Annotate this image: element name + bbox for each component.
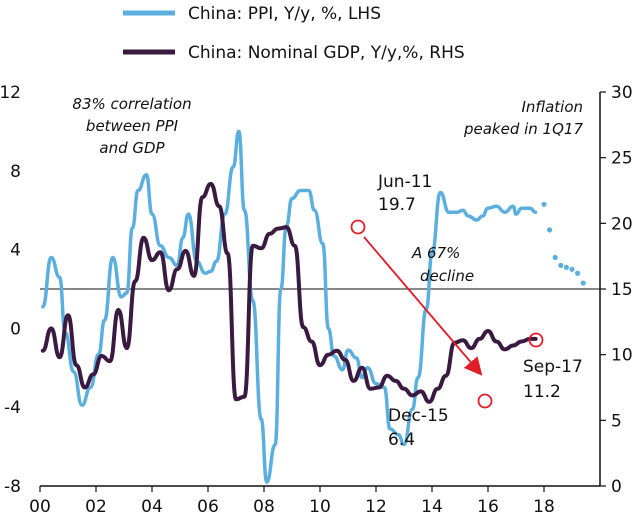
ppi-projection-point (580, 280, 586, 286)
decline-note-line-2: decline (420, 267, 474, 285)
series-layer (40, 129, 586, 484)
y-right-axis-ticks: 30 25 20 15 10 5 0 (600, 83, 633, 497)
ppi-projection-point (569, 266, 575, 272)
y-right-tick-label: 25 (611, 149, 633, 169)
x-tick-label: 02 (85, 497, 107, 517)
dec15-value-label: 6.4 (388, 430, 415, 450)
sep17-value-label: 11.2 (523, 382, 561, 402)
ppi-projection-point (575, 270, 581, 276)
jun11-date-label: Jun-11 (377, 172, 432, 192)
ppi-projection-point (558, 262, 564, 268)
x-tick-label: 18 (533, 497, 555, 517)
y-left-axis-ticks: 12 8 4 0 -4 -8 (0, 83, 21, 497)
jun11-value-label: 19.7 (378, 195, 416, 215)
ppi-projection-point (547, 227, 553, 233)
y-right-tick-label: 0 (611, 477, 622, 497)
y-left-tick-label: -8 (4, 477, 21, 497)
y-left-tick-label: -4 (4, 398, 21, 418)
x-tick-label: 06 (197, 497, 219, 517)
ppi-projection-point (541, 201, 547, 207)
legend-label-ppi: China: PPI, Y/y, %, LHS (188, 4, 381, 24)
ppi-projection-point (563, 264, 570, 270)
x-tick-label: 10 (309, 497, 331, 517)
x-axis-ticks: 00 02 04 06 08 10 12 14 16 18 (29, 486, 555, 517)
legend-label-gdp: China: Nominal GDP, Y/y,%, RHS (188, 43, 465, 63)
sep17-date-label: Sep-17 (523, 357, 583, 377)
y-left-tick-label: 0 (10, 319, 21, 339)
x-tick-label: 04 (141, 497, 163, 517)
y-left-tick-label: 8 (10, 162, 21, 182)
x-tick-label: 00 (29, 497, 51, 517)
x-tick-label: 08 (253, 497, 275, 517)
inflation-note-line-2: peaked in 1Q17 (463, 120, 583, 138)
inflation-note-line-1: Inflation (521, 98, 583, 116)
dec15-date-label: Dec-15 (388, 406, 449, 426)
series-line-ppi (41, 129, 538, 484)
y-left-tick-label: 12 (0, 83, 21, 103)
x-tick-label: 12 (365, 497, 387, 517)
dec15-marker-circle (477, 393, 493, 409)
y-right-tick-label: 15 (611, 280, 633, 300)
x-tick-label: 14 (421, 497, 443, 517)
x-tick-label: 16 (477, 497, 499, 517)
correlation-note-line-3: and GDP (99, 139, 165, 157)
sep17-marker-circle (528, 332, 544, 348)
jun11-marker-circle (350, 219, 366, 235)
y-right-tick-label: 20 (611, 214, 633, 234)
correlation-note-line-1: 83% correlation (72, 95, 191, 113)
y-right-tick-label: 30 (611, 83, 633, 103)
y-right-tick-label: 10 (611, 346, 633, 366)
decline-note-line-1: A 67% (411, 244, 460, 262)
decline-arrow (363, 236, 483, 376)
y-right-tick-label: 5 (611, 411, 622, 431)
legend: China: PPI, Y/y, %, LHS China: Nominal G… (123, 4, 465, 63)
y-left-tick-label: 4 (10, 241, 21, 261)
ppi-projection-point (552, 254, 558, 261)
annotations: 83% correlation between PPI and GDP Infl… (72, 95, 583, 450)
correlation-note-line-2: between PPI (86, 117, 179, 135)
